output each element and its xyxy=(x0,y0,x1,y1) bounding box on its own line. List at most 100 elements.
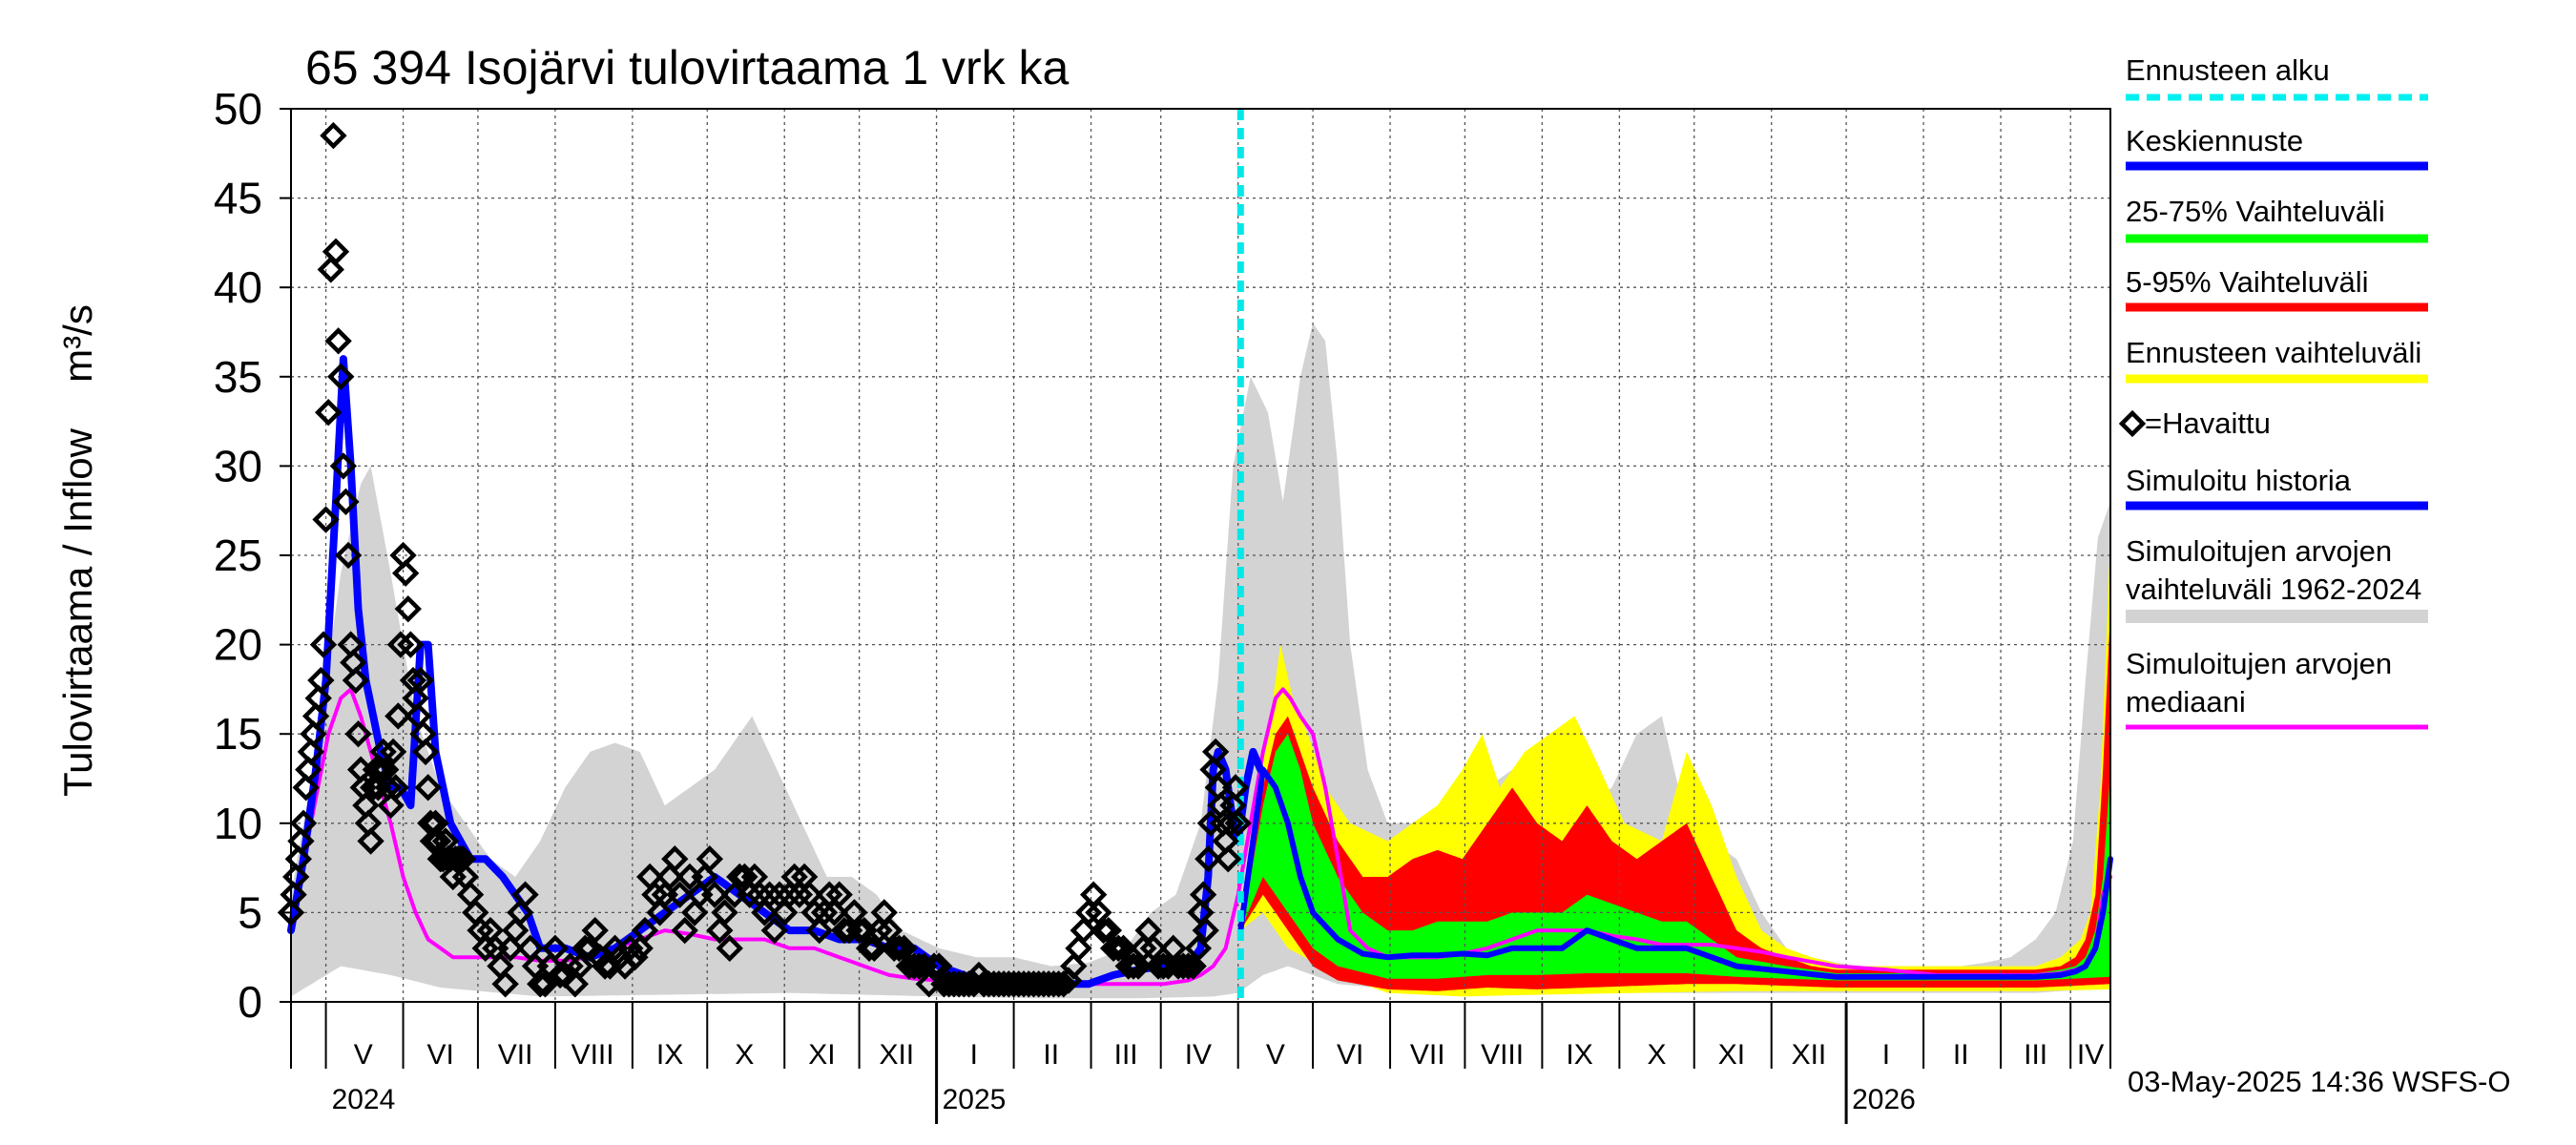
observed-point xyxy=(377,791,405,820)
observed-point xyxy=(805,916,833,945)
observed-point xyxy=(661,845,689,873)
grid xyxy=(291,109,2110,1002)
legend-label: 25-75% Vaihteluväli xyxy=(2126,195,2385,228)
observed-point xyxy=(1074,899,1103,926)
observed-point xyxy=(1170,952,1197,980)
observed-point xyxy=(289,809,318,837)
y-tick-label: 0 xyxy=(238,977,262,1027)
x-year-label: 2026 xyxy=(1852,1084,1916,1115)
observed-point xyxy=(776,881,803,908)
x-month-label: VI xyxy=(1337,1039,1363,1071)
observed-point xyxy=(621,944,649,971)
x-month-label: VI xyxy=(427,1039,454,1071)
observed-point xyxy=(496,934,525,963)
y-axis-label: Tulovirtaama / Inflow xyxy=(55,427,100,797)
observed-point xyxy=(334,541,363,570)
x-month-label: I xyxy=(1882,1039,1890,1071)
observed-point xyxy=(364,774,392,802)
x-month-label: IX xyxy=(1566,1039,1592,1071)
band-25-75 xyxy=(1240,734,2110,981)
observed-point xyxy=(631,916,659,945)
observed-point xyxy=(1201,738,1230,766)
observed-point xyxy=(304,684,332,712)
observed-point xyxy=(760,916,788,945)
observed-point xyxy=(1216,809,1245,837)
observed-point xyxy=(810,899,839,926)
observed-point xyxy=(751,899,779,926)
observed-point xyxy=(700,881,729,908)
x-year-label: 2025 xyxy=(943,1084,1007,1115)
chart-title: 65 394 Isojärvi tulovirtaama 1 vrk ka xyxy=(305,41,1070,94)
observed-point xyxy=(297,738,325,766)
observed-point xyxy=(300,720,327,748)
observed-point xyxy=(329,452,358,480)
observed-point xyxy=(1130,934,1157,963)
observed-point xyxy=(384,702,412,730)
observed-point xyxy=(282,863,310,891)
y-tick-label: 15 xyxy=(214,709,262,759)
band-5-95 xyxy=(1240,609,2110,991)
observed-point xyxy=(332,488,360,516)
observed-point xyxy=(1070,916,1097,945)
x-month-label: I xyxy=(970,1039,978,1071)
observed-point xyxy=(411,738,440,766)
legend-label: Ennusteen vaihteluväli xyxy=(2126,336,2421,369)
observed-point xyxy=(491,970,519,998)
observed-point xyxy=(1179,952,1207,980)
observed-point xyxy=(327,363,355,390)
legend-item-forecast_start: Ennusteen alku xyxy=(2126,53,2428,101)
x-month-label: X xyxy=(735,1039,754,1071)
x-month-label: V xyxy=(1266,1039,1285,1071)
observed-point xyxy=(1099,934,1128,963)
x-year-label: 2024 xyxy=(332,1084,396,1115)
observed-point xyxy=(1045,970,1072,998)
observed-point xyxy=(696,845,724,873)
observed-point xyxy=(414,774,442,802)
legend-label: mediaani xyxy=(2126,685,2246,718)
observed-point xyxy=(309,631,338,658)
observed-point xyxy=(312,506,340,533)
x-month-label: II xyxy=(1043,1039,1059,1071)
observed-point xyxy=(671,916,698,945)
observed-point xyxy=(1090,916,1117,945)
observed-point xyxy=(756,881,783,908)
observed-point xyxy=(386,631,415,658)
observed-point xyxy=(711,899,738,926)
x-month-label: XI xyxy=(1718,1039,1745,1071)
legend-item-p25_75: 25-75% Vaihteluväli xyxy=(2126,195,2428,243)
y-tick-label: 35 xyxy=(214,352,262,402)
historical-range-band xyxy=(291,323,2110,999)
observed-point xyxy=(1221,774,1250,802)
chart-footer: 03-May-2025 14:36 WSFS-O xyxy=(2128,1065,2510,1098)
observed-point xyxy=(301,702,330,730)
legend-item-hist_range: Simuloitujen arvojen vaihteluväli 1962-20… xyxy=(2126,534,2428,623)
observed-point xyxy=(716,934,743,963)
observed-point xyxy=(616,934,644,963)
observed-point xyxy=(394,594,422,623)
observed-point xyxy=(666,881,694,908)
y-tick-label: 30 xyxy=(214,441,262,490)
observed-point xyxy=(527,970,554,998)
legend-label: 5-95% Vaihteluväli xyxy=(2126,265,2368,299)
y-tick-label: 25 xyxy=(214,531,262,580)
observed-point xyxy=(571,934,599,963)
observed-point xyxy=(1195,845,1222,873)
x-month-label: X xyxy=(1648,1039,1667,1071)
observed-point xyxy=(366,756,395,783)
x-month-label: II xyxy=(1953,1039,1969,1071)
observed-point xyxy=(507,899,534,926)
observed-point xyxy=(1114,952,1142,980)
legend-label: =Havaittu xyxy=(2145,406,2271,440)
x-month-label: VII xyxy=(498,1039,533,1071)
x-month-label: VIII xyxy=(1481,1039,1524,1071)
legend-diamond-icon xyxy=(2118,409,2147,438)
legend-label: vaihteluväli 1962-2024 xyxy=(2126,572,2421,606)
observed-point xyxy=(646,899,674,926)
observed-point xyxy=(691,863,718,891)
observed-point xyxy=(1119,952,1148,980)
legend-label: Keskiennuste xyxy=(2126,124,2303,157)
observed-point xyxy=(785,881,814,908)
observed-point xyxy=(626,934,654,963)
